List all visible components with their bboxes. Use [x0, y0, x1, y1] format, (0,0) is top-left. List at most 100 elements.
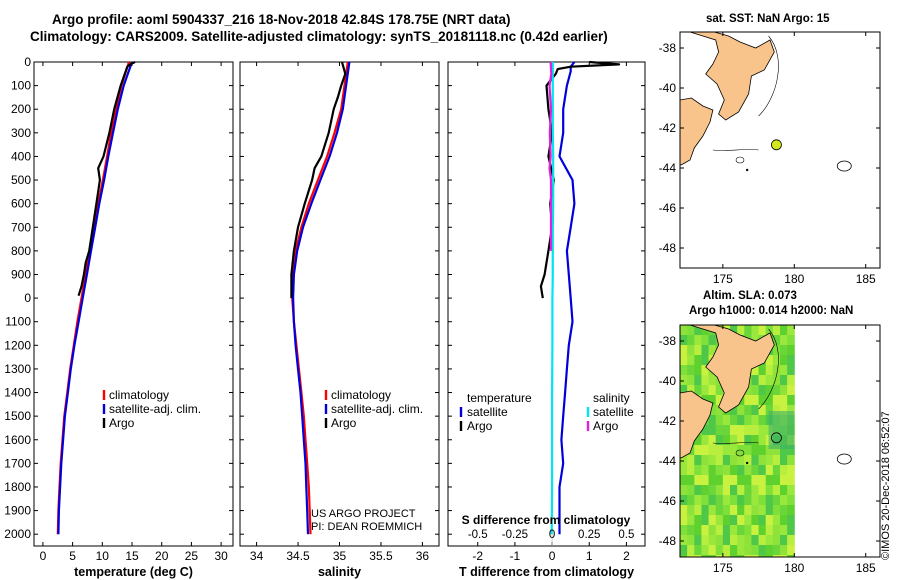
temperature-x-axis-label: temperature (deg C): [74, 565, 193, 579]
temperature-xtick-label: 10: [96, 549, 110, 563]
diff-legend-temperature-title: temperature: [467, 391, 532, 405]
sla-cell: [708, 405, 717, 416]
sla-cell: [737, 435, 745, 446]
sla-cell: [722, 515, 731, 526]
north-island-landmass: [689, 325, 775, 414]
sla-cell: [715, 445, 724, 456]
sla-cell: [694, 485, 702, 496]
sla-cell: [701, 425, 710, 436]
sla-cell: [751, 375, 760, 386]
sla-cell: [701, 515, 710, 526]
depth-tick-label: 0: [24, 291, 31, 305]
depth-tick-label: 900: [11, 267, 31, 281]
seamount-marker: [745, 168, 749, 172]
sla-cell: [687, 505, 695, 516]
temperature-xtick-label: 0: [40, 549, 47, 563]
sla-cell: [687, 325, 695, 336]
sla-cell: [751, 335, 760, 346]
sla-cell: [722, 455, 731, 466]
sla-cell: [772, 405, 781, 416]
sla-cell: [715, 495, 724, 506]
sla-cell: [680, 515, 688, 526]
sla-cell: [772, 525, 781, 536]
sla-cell: [751, 545, 760, 556]
sla-cell: [680, 555, 688, 557]
sla-cell: [737, 545, 745, 556]
sla-cell: [687, 545, 695, 556]
sla-cell: [708, 495, 717, 506]
sla-cell: [772, 325, 781, 336]
chatham-islands-outline: [836, 160, 852, 172]
sla-cell: [701, 475, 710, 486]
map-frame: [679, 324, 881, 558]
sla-cell: [701, 485, 710, 496]
difference-series-temperature-argo: [539, 60, 621, 299]
sla-cell: [780, 405, 788, 416]
sla-cell: [772, 365, 781, 376]
sla-cell: [708, 395, 717, 406]
sla-cell: [772, 535, 781, 546]
sla-cell: [680, 355, 688, 366]
bathymetry-contour: [735, 156, 745, 164]
sla-cell: [744, 475, 752, 486]
sla-cell: [780, 555, 788, 557]
map-lat-label: -46: [659, 201, 677, 215]
sla-cell: [701, 355, 710, 366]
panel-temperature: 0100200300400500600700800900011001200130…: [4, 55, 234, 579]
map-lon-label: 180: [784, 561, 804, 575]
sla-cell: [708, 435, 717, 446]
sla-cell: [687, 345, 695, 356]
sla-cell: [715, 555, 724, 557]
diff-s-tick-label: -0.25: [502, 529, 528, 541]
depth-tick-label: 1700: [4, 456, 31, 470]
sla-cell: [694, 505, 702, 516]
sla-cell: [715, 535, 724, 546]
sla-cell: [730, 485, 738, 496]
sla-cell: [730, 435, 738, 446]
sla-cell: [744, 415, 752, 426]
sla-cell: [780, 365, 788, 376]
salinity-legend-label: satellite-adj. clim.: [331, 402, 423, 416]
sla-cell: [780, 495, 788, 506]
sla-cell: [765, 555, 774, 557]
map-lat-label: -44: [659, 454, 677, 468]
temperature-series-satellite-adj-clim-: [57, 61, 134, 535]
depth-tick-label: 200: [11, 102, 31, 116]
sla-cell: [787, 325, 795, 336]
sla-cell: [737, 405, 745, 416]
sla-cell: [751, 495, 760, 506]
sla-cell: [694, 495, 702, 506]
sla-cell: [751, 365, 760, 376]
sla-cell: [737, 465, 745, 476]
sla-cell: [694, 355, 702, 366]
sla-cell: [708, 415, 717, 426]
difference-plot-frame: [447, 61, 646, 547]
sla-cell: [737, 555, 745, 557]
map-frame: [679, 31, 881, 269]
sla-cell: [772, 355, 781, 366]
sla-cell: [787, 445, 795, 456]
diff-s-tick-label: 0: [549, 529, 555, 541]
sla-cell: [694, 345, 702, 356]
map-lon-label: 185: [856, 272, 876, 286]
sla-cell: [701, 535, 710, 546]
sla-cell: [780, 455, 788, 466]
sla-cell: [780, 515, 788, 526]
sla-cell: [708, 455, 717, 466]
sla-cell: [687, 515, 695, 526]
panel-difference: -2 -1 0 1 2 T difference from climatology: [447, 60, 646, 579]
sla-cell: [772, 465, 781, 476]
map-content: [680, 32, 880, 268]
south-island-landmass: [680, 97, 714, 166]
sla-cell: [765, 365, 774, 376]
sla-cell: [701, 325, 710, 336]
difference-xtick-label: -1: [510, 549, 521, 563]
depth-tick-label: 600: [11, 197, 31, 211]
sla-cell: [772, 385, 781, 396]
sla-cell: [765, 515, 774, 526]
bathymetry-contour: [758, 328, 779, 410]
sla-cell: [772, 375, 781, 386]
sla-cell: [758, 415, 767, 426]
depth-tick-label: 1200: [4, 338, 31, 352]
sla-cell: [758, 525, 767, 536]
